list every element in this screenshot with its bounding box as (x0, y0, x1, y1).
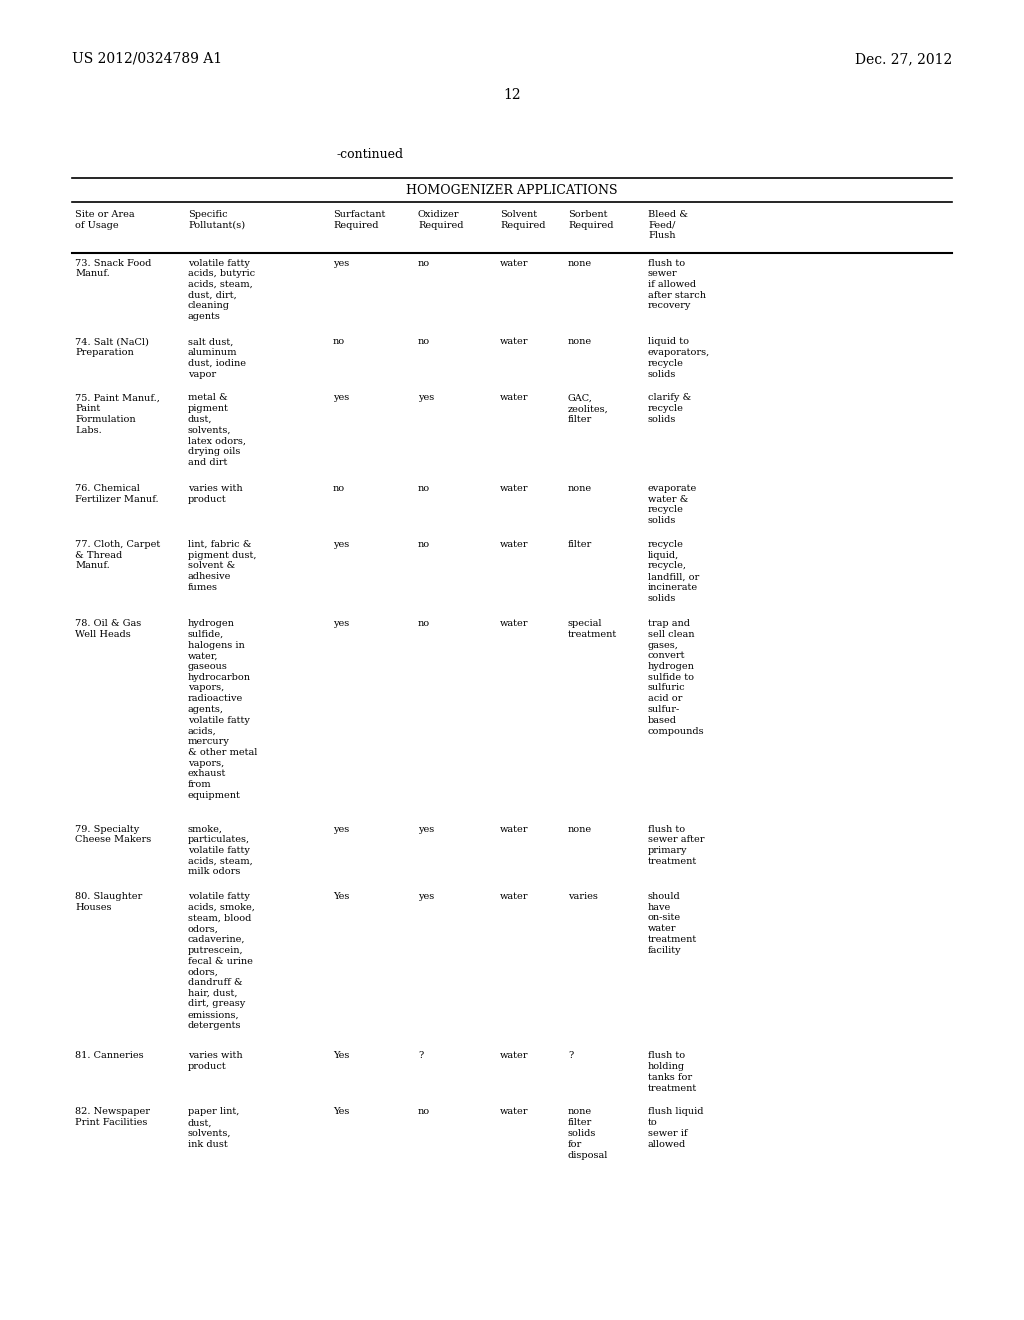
Text: none: none (568, 484, 592, 492)
Text: filter: filter (568, 540, 592, 549)
Text: should
have
on-site
water
treatment
facility: should have on-site water treatment faci… (648, 892, 697, 954)
Text: water: water (500, 259, 528, 268)
Text: no: no (418, 1107, 430, 1117)
Text: water: water (500, 892, 528, 902)
Text: HOMOGENIZER APPLICATIONS: HOMOGENIZER APPLICATIONS (407, 183, 617, 197)
Text: 75. Paint Manuf.,
Paint
Formulation
Labs.: 75. Paint Manuf., Paint Formulation Labs… (75, 393, 160, 434)
Text: Yes: Yes (333, 1052, 349, 1060)
Text: hydrogen
sulfide,
halogens in
water,
gaseous
hydrocarbon
vapors,
radioactive
age: hydrogen sulfide, halogens in water, gas… (188, 619, 257, 800)
Text: metal &
pigment
dust,
solvents,
latex odors,
drying oils
and dirt: metal & pigment dust, solvents, latex od… (188, 393, 246, 467)
Text: yes: yes (333, 619, 349, 628)
Text: flush to
holding
tanks for
treatment: flush to holding tanks for treatment (648, 1052, 697, 1093)
Text: special
treatment: special treatment (568, 619, 617, 639)
Text: water: water (500, 825, 528, 833)
Text: 78. Oil & Gas
Well Heads: 78. Oil & Gas Well Heads (75, 619, 141, 639)
Text: 77. Cloth, Carpet
& Thread
Manuf.: 77. Cloth, Carpet & Thread Manuf. (75, 540, 160, 570)
Text: water: water (500, 619, 528, 628)
Text: yes: yes (333, 393, 349, 403)
Text: GAC,
zeolites,
filter: GAC, zeolites, filter (568, 393, 608, 424)
Text: recycle
liquid,
recycle,
landfill, or
incinerate
solids: recycle liquid, recycle, landfill, or in… (648, 540, 699, 603)
Text: 82. Newspaper
Print Facilities: 82. Newspaper Print Facilities (75, 1107, 150, 1127)
Text: US 2012/0324789 A1: US 2012/0324789 A1 (72, 51, 222, 66)
Text: water: water (500, 393, 528, 403)
Text: none
filter
solids
for
disposal: none filter solids for disposal (568, 1107, 608, 1159)
Text: Bleed &
Feed/
Flush: Bleed & Feed/ Flush (648, 210, 688, 240)
Text: no: no (333, 484, 345, 492)
Text: Site or Area
of Usage: Site or Area of Usage (75, 210, 134, 230)
Text: ?: ? (568, 1052, 573, 1060)
Text: water: water (500, 1107, 528, 1117)
Text: Solvent
Required: Solvent Required (500, 210, 546, 230)
Text: Dec. 27, 2012: Dec. 27, 2012 (855, 51, 952, 66)
Text: 76. Chemical
Fertilizer Manuf.: 76. Chemical Fertilizer Manuf. (75, 484, 159, 504)
Text: lint, fabric &
pigment dust,
solvent &
adhesive
fumes: lint, fabric & pigment dust, solvent & a… (188, 540, 256, 591)
Text: flush liquid
to
sewer if
allowed: flush liquid to sewer if allowed (648, 1107, 703, 1148)
Text: yes: yes (418, 892, 434, 902)
Text: clarify &
recycle
solids: clarify & recycle solids (648, 393, 691, 424)
Text: volatile fatty
acids, butyric
acids, steam,
dust, dirt,
cleaning
agents: volatile fatty acids, butyric acids, ste… (188, 259, 255, 321)
Text: yes: yes (333, 825, 349, 833)
Text: flush to
sewer after
primary
treatment: flush to sewer after primary treatment (648, 825, 705, 866)
Text: water: water (500, 484, 528, 492)
Text: no: no (418, 259, 430, 268)
Text: varies with
product: varies with product (188, 484, 243, 504)
Text: 79. Specialty
Cheese Makers: 79. Specialty Cheese Makers (75, 825, 152, 845)
Text: salt dust,
aluminum
dust, iodine
vapor: salt dust, aluminum dust, iodine vapor (188, 338, 246, 379)
Text: trap and
sell clean
gases,
convert
hydrogen
sulfide to
sulfuric
acid or
sulfur-
: trap and sell clean gases, convert hydro… (648, 619, 705, 735)
Text: none: none (568, 259, 592, 268)
Text: 80. Slaughter
Houses: 80. Slaughter Houses (75, 892, 142, 912)
Text: -continued: -continued (337, 148, 403, 161)
Text: Surfactant
Required: Surfactant Required (333, 210, 385, 230)
Text: yes: yes (333, 259, 349, 268)
Text: no: no (333, 338, 345, 346)
Text: volatile fatty
acids, smoke,
steam, blood
odors,
cadaverine,
putrescein,
fecal &: volatile fatty acids, smoke, steam, bloo… (188, 892, 255, 1030)
Text: Specific
Pollutant(s): Specific Pollutant(s) (188, 210, 245, 230)
Text: yes: yes (333, 540, 349, 549)
Text: water: water (500, 338, 528, 346)
Text: no: no (418, 619, 430, 628)
Text: 74. Salt (NaCl)
Preparation: 74. Salt (NaCl) Preparation (75, 338, 148, 358)
Text: 12: 12 (503, 88, 521, 102)
Text: yes: yes (418, 825, 434, 833)
Text: liquid to
evaporators,
recycle
solids: liquid to evaporators, recycle solids (648, 338, 711, 379)
Text: paper lint,
dust,
solvents,
ink dust: paper lint, dust, solvents, ink dust (188, 1107, 240, 1148)
Text: water: water (500, 540, 528, 549)
Text: smoke,
particulates,
volatile fatty
acids, steam,
milk odors: smoke, particulates, volatile fatty acid… (188, 825, 253, 876)
Text: yes: yes (418, 393, 434, 403)
Text: 73. Snack Food
Manuf.: 73. Snack Food Manuf. (75, 259, 152, 279)
Text: no: no (418, 338, 430, 346)
Text: ?: ? (418, 1052, 423, 1060)
Text: flush to
sewer
if allowed
after starch
recovery: flush to sewer if allowed after starch r… (648, 259, 706, 310)
Text: water: water (500, 1052, 528, 1060)
Text: no: no (418, 540, 430, 549)
Text: Sorbent
Required: Sorbent Required (568, 210, 613, 230)
Text: 81. Canneries: 81. Canneries (75, 1052, 143, 1060)
Text: varies with
product: varies with product (188, 1052, 243, 1072)
Text: varies: varies (568, 892, 598, 902)
Text: Oxidizer
Required: Oxidizer Required (418, 210, 464, 230)
Text: no: no (418, 484, 430, 492)
Text: none: none (568, 338, 592, 346)
Text: evaporate
water &
recycle
solids: evaporate water & recycle solids (648, 484, 697, 525)
Text: Yes: Yes (333, 1107, 349, 1117)
Text: none: none (568, 825, 592, 833)
Text: Yes: Yes (333, 892, 349, 902)
